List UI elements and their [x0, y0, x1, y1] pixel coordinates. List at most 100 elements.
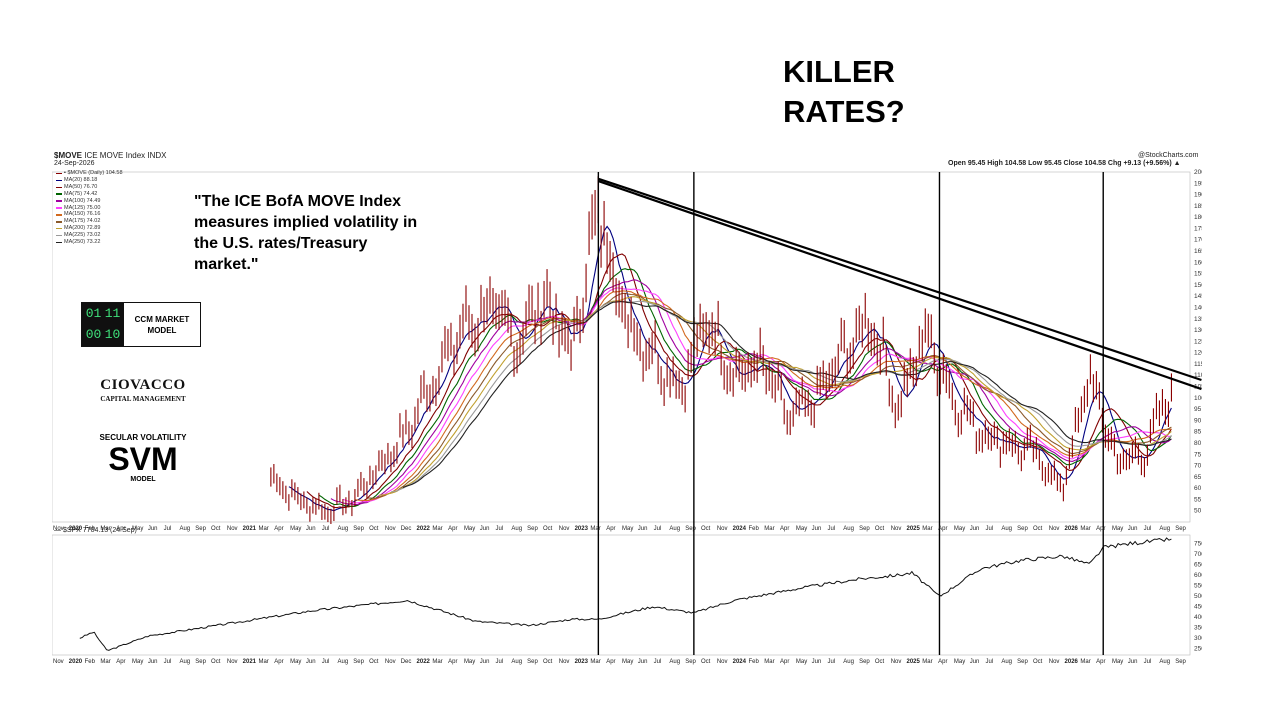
x-tick-label: Mar	[258, 659, 268, 665]
x-tick-label: 2026	[1065, 659, 1079, 665]
x-tick-label: Nov	[53, 659, 64, 665]
upper-y-tick: 95	[1194, 406, 1202, 413]
legend-label: MA(150) 76.16	[64, 211, 101, 218]
x-tick-label: Oct	[211, 526, 221, 532]
ccm-badge: 01 11 00 10 CCM MARKET MODEL	[81, 302, 201, 347]
lower-y-tick: 5000	[1194, 593, 1202, 600]
legend-entry: MA(125) 75.00	[56, 205, 123, 212]
x-tick-label: Oct	[701, 526, 711, 532]
x-tick-label: Jun	[638, 526, 648, 532]
x-tick-label: Feb	[85, 526, 96, 532]
x-tick-label: 2020	[69, 659, 83, 665]
x-tick-label: Jun	[306, 526, 316, 532]
x-tick-label: May	[132, 659, 143, 665]
x-tick-label: Mar	[432, 659, 442, 665]
x-tick-label: Mar	[100, 526, 110, 532]
upper-y-tick: 140	[1194, 304, 1202, 311]
x-tick-label: Jun	[306, 659, 316, 665]
x-tick-label: Dec	[401, 526, 412, 532]
lower-y-tick: 6500	[1194, 561, 1202, 568]
x-tick-label: Apr	[274, 526, 283, 532]
upper-y-tick: 200	[1194, 169, 1202, 176]
x-tick-label: Jul	[654, 659, 662, 665]
legend-label: MA(200) 72.89	[64, 225, 101, 232]
ciovacco-name: CIOVACCO	[100, 377, 186, 393]
x-tick-label: Mar	[1080, 526, 1090, 532]
chart-symbol-desc: ICE MOVE Index INDX	[84, 151, 167, 160]
x-tick-label: Nov	[1049, 659, 1060, 665]
x-tick-label: Jul	[496, 526, 504, 532]
x-tick-label: May	[954, 659, 965, 665]
x-tick-label: Mar	[590, 526, 600, 532]
x-tick-label: Apr	[1096, 526, 1105, 532]
x-tick-label: Aug	[1159, 526, 1170, 532]
x-tick-label: Nov	[559, 659, 570, 665]
x-tick-label: Sep	[859, 526, 870, 532]
legend-swatch	[56, 227, 62, 230]
lower-y-tick: 7000	[1194, 551, 1202, 558]
x-tick-label: Sep	[685, 659, 696, 665]
x-tick-label: Sep	[1017, 526, 1028, 532]
x-tick-label: May	[290, 526, 301, 532]
x-tick-label: May	[132, 526, 143, 532]
x-tick-label: Jun	[148, 526, 158, 532]
x-tick-label: Aug	[1159, 659, 1170, 665]
x-axis: NovNov20202020FebFebMarMarAprAprMayMayJu…	[53, 526, 1187, 665]
legend-entry: MA(100) 74.49	[56, 198, 123, 205]
spx-line	[79, 537, 1172, 651]
x-tick-label: Aug	[511, 659, 522, 665]
lower-y-tick: 4500	[1194, 604, 1202, 611]
x-tick-label: Aug	[1001, 526, 1012, 532]
x-tick-label: 2022	[417, 659, 431, 665]
x-tick-label: Apr	[780, 526, 789, 532]
x-tick-label: Jun	[970, 659, 980, 665]
x-tick-label: Nov	[385, 659, 396, 665]
legend-label: MA(20) 88.18	[64, 176, 98, 183]
x-tick-label: Jul	[1144, 526, 1152, 532]
x-tick-label: May	[796, 526, 807, 532]
upper-y-tick: 60	[1194, 485, 1202, 492]
upper-y-tick: 145	[1194, 293, 1202, 300]
x-tick-label: Apr	[274, 659, 283, 665]
chart-panels: 5055606570758085909510010511011512012513…	[52, 169, 1202, 656]
x-tick-label: 2023	[575, 526, 589, 532]
x-tick-label: Jul	[164, 526, 172, 532]
x-tick-label: Jun	[148, 659, 158, 665]
x-tick-label: Sep	[527, 526, 538, 532]
svm-logo: SECULAR VOLATILITY SVM MODEL	[80, 433, 206, 483]
x-tick-label: Feb	[85, 659, 96, 665]
x-tick-label: Sep	[859, 659, 870, 665]
x-tick-label: Mar	[922, 659, 932, 665]
x-tick-label: Oct	[1033, 659, 1043, 665]
ma-line-6	[354, 290, 1172, 502]
x-tick-label: Apr	[938, 526, 947, 532]
lower-y-tick: 2500	[1194, 646, 1202, 653]
x-tick-label: Nov	[717, 659, 728, 665]
legend-entry: MA(150) 76.16	[56, 211, 123, 218]
x-tick-label: May	[796, 659, 807, 665]
x-tick-label: Apr	[606, 526, 615, 532]
x-tick-label: Mar	[258, 526, 268, 532]
legend-swatch	[56, 179, 62, 182]
legend-swatch	[56, 214, 62, 216]
legend-label: ▪ $MOVE (Daily) 104.58	[64, 170, 123, 176]
x-tick-label: Aug	[1001, 659, 1012, 665]
svm-top: SECULAR VOLATILITY	[99, 433, 187, 442]
x-tick-label: 2024	[733, 526, 747, 532]
ccm-digit-2: 11	[104, 305, 121, 321]
x-tick-label: Apr	[448, 659, 457, 665]
x-tick-label: Apr	[1096, 659, 1105, 665]
x-tick-label: Jul	[322, 659, 330, 665]
x-tick-label: Jun	[1128, 526, 1138, 532]
x-tick-label: Apr	[938, 659, 947, 665]
x-tick-label: Jul	[1144, 659, 1152, 665]
upper-y-tick: 130	[1194, 327, 1202, 334]
x-tick-label: Jun	[1128, 659, 1138, 665]
x-tick-label: Mar	[764, 659, 774, 665]
chart-symbol-line: $MOVE ICE MOVE Index INDX	[54, 151, 167, 160]
x-tick-label: Nov	[227, 526, 238, 532]
ciovacco-sub: CAPITAL MANAGEMENT	[100, 395, 186, 403]
x-tick-label: Apr	[116, 659, 125, 665]
x-tick-label: Oct	[875, 659, 885, 665]
chart-date: 24-Sep-2026	[54, 160, 95, 167]
